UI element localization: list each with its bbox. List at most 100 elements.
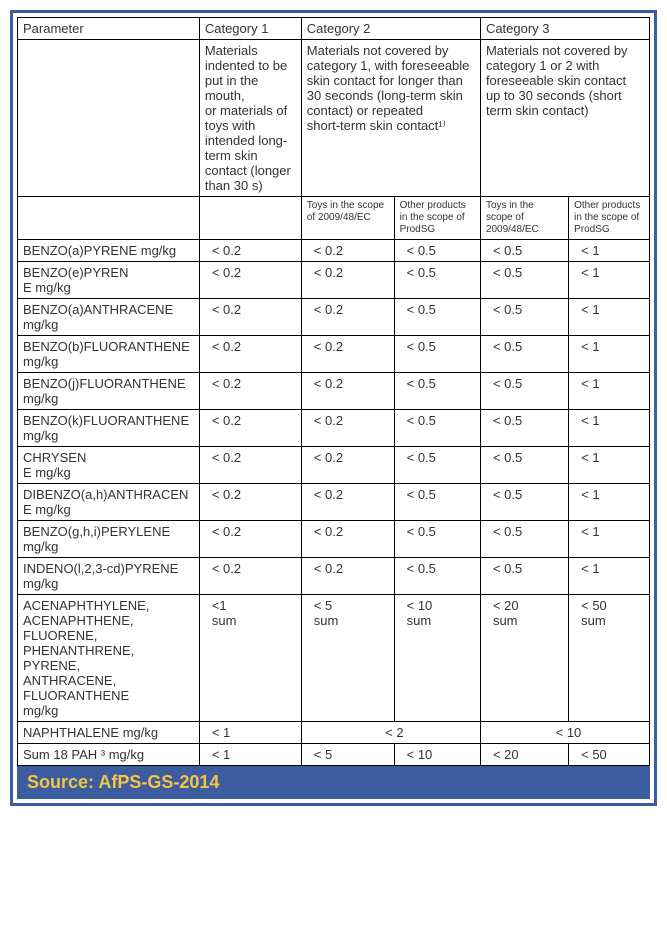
value-cell: < 1 (569, 336, 650, 373)
pah-limits-table: Parameter Category 1 Category 2 Category… (17, 17, 650, 766)
value-cell: < 1 (199, 744, 301, 766)
value-cell: < 0.2 (301, 521, 394, 558)
value-cell: < 0.2 (301, 410, 394, 447)
value-cell: < 0.2 (199, 336, 301, 373)
table-row: BENZO(a)PYRENE mg/kg< 0.2< 0.2< 0.5< 0.5… (18, 240, 650, 262)
col-parameter: Parameter (18, 18, 200, 40)
value-cell: < 0.5 (394, 484, 480, 521)
value-cell: < 0.2 (199, 262, 301, 299)
value-cell: < 1 (569, 240, 650, 262)
value-cell: < 0.2 (199, 299, 301, 336)
param-cell: BENZO(g,h,i)PERYLENE mg/kg (18, 521, 200, 558)
value-cell: < 0.2 (301, 240, 394, 262)
sub-cat2-other: Other products in the scope of ProdSG (394, 197, 480, 240)
value-cell: < 1 (569, 558, 650, 595)
table-row: BENZO(b)FLUORANTHENE mg/kg< 0.2< 0.2< 0.… (18, 336, 650, 373)
value-cell: < 0.2 (301, 447, 394, 484)
empty-cell (18, 197, 200, 240)
table-row-total: Sum 18 PAH ³ mg/kg< 1< 5< 10< 20< 50 (18, 744, 650, 766)
param-cell: BENZO(e)PYREN E mg/kg (18, 262, 200, 299)
table-row: BENZO(e)PYREN E mg/kg< 0.2< 0.2< 0.5< 0.… (18, 262, 650, 299)
value-cell: < 1 (569, 410, 650, 447)
value-cell: < 5 sum (301, 595, 394, 722)
value-cell: < 1 (199, 722, 301, 744)
value-cell: < 0.5 (480, 410, 568, 447)
param-cell: INDENO(l,2,3-cd)PYRENE mg/kg (18, 558, 200, 595)
value-cell: < 0.5 (394, 336, 480, 373)
table-row: BENZO(a)ANTHRACENE mg/kg< 0.2< 0.2< 0.5<… (18, 299, 650, 336)
value-cell: < 1 (569, 373, 650, 410)
value-cell: < 0.2 (199, 558, 301, 595)
cat3-desc: Materials not covered by category 1 or 2… (480, 40, 649, 197)
value-cell: < 0.5 (480, 262, 568, 299)
param-cell: BENZO(b)FLUORANTHENE mg/kg (18, 336, 200, 373)
param-cell: BENZO(j)FLUORANTHENE mg/kg (18, 373, 200, 410)
value-cell: < 0.5 (480, 484, 568, 521)
value-cell: < 0.2 (301, 373, 394, 410)
param-cell: DIBENZO(a,h)ANTHRACEN E mg/kg (18, 484, 200, 521)
value-cell: < 1 (569, 521, 650, 558)
value-cell: < 0.5 (480, 447, 568, 484)
value-cell: < 0.5 (480, 558, 568, 595)
value-cell: < 0.2 (199, 240, 301, 262)
table-row: INDENO(l,2,3-cd)PYRENE mg/kg< 0.2< 0.2< … (18, 558, 650, 595)
value-cell: < 1 (569, 484, 650, 521)
category-header-row: Parameter Category 1 Category 2 Category… (18, 18, 650, 40)
value-cell: < 0.2 (199, 410, 301, 447)
subheader-row: Toys in the scope of 2009/48/EC Other pr… (18, 197, 650, 240)
col-cat1: Category 1 (199, 18, 301, 40)
value-cell: < 50 (569, 744, 650, 766)
value-cell: < 0.2 (199, 447, 301, 484)
param-cell: BENZO(a)PYRENE mg/kg (18, 240, 200, 262)
empty-cell (199, 197, 301, 240)
category-desc-row: Materials indented to be put in the mout… (18, 40, 650, 197)
value-cell: < 0.2 (199, 373, 301, 410)
value-cell: < 0.5 (394, 299, 480, 336)
value-cell: < 0.2 (301, 558, 394, 595)
cat2-desc: Materials not covered by category 1, wit… (301, 40, 480, 197)
source-label: Source: AfPS-GS-2014 (17, 766, 650, 799)
table-row-naphthalene: NAPHTHALENE mg/kg< 1< 2< 10 (18, 722, 650, 744)
value-cell: < 50 sum (569, 595, 650, 722)
value-cell: < 0.2 (301, 336, 394, 373)
value-cell: < 0.5 (394, 262, 480, 299)
col-cat2: Category 2 (301, 18, 480, 40)
value-cell: < 10 (394, 744, 480, 766)
param-cell: ACENAPHTHYLENE, ACENAPHTHENE, FLUORENE, … (18, 595, 200, 722)
cat1-desc: Materials indented to be put in the mout… (199, 40, 301, 197)
param-cell: BENZO(a)ANTHRACENE mg/kg (18, 299, 200, 336)
value-cell: < 0.5 (394, 521, 480, 558)
value-cell: < 0.2 (199, 521, 301, 558)
empty-cell (18, 40, 200, 197)
document-frame: Parameter Category 1 Category 2 Category… (10, 10, 657, 806)
param-cell: BENZO(k)FLUORANTHENE mg/kg (18, 410, 200, 447)
value-cell: < 1 (569, 262, 650, 299)
value-cell: < 0.5 (480, 240, 568, 262)
value-cell: < 0.5 (394, 240, 480, 262)
value-cell: < 0.5 (394, 447, 480, 484)
sub-cat2-toys: Toys in the scope of 2009/48/EC (301, 197, 394, 240)
value-cell: < 2 (301, 722, 480, 744)
table-row-sum: ACENAPHTHYLENE, ACENAPHTHENE, FLUORENE, … (18, 595, 650, 722)
table-row: BENZO(g,h,i)PERYLENE mg/kg< 0.2< 0.2< 0.… (18, 521, 650, 558)
value-cell: <1 sum (199, 595, 301, 722)
value-cell: < 0.5 (394, 373, 480, 410)
value-cell: < 0.5 (394, 558, 480, 595)
value-cell: < 0.5 (480, 299, 568, 336)
value-cell: < 0.5 (480, 336, 568, 373)
value-cell: < 20 sum (480, 595, 568, 722)
value-cell: < 1 (569, 447, 650, 484)
col-cat3: Category 3 (480, 18, 649, 40)
value-cell: < 0.5 (394, 410, 480, 447)
table-row: BENZO(k)FLUORANTHENE mg/kg< 0.2< 0.2< 0.… (18, 410, 650, 447)
param-cell: NAPHTHALENE mg/kg (18, 722, 200, 744)
value-cell: < 10 (480, 722, 649, 744)
table-row: BENZO(j)FLUORANTHENE mg/kg< 0.2< 0.2< 0.… (18, 373, 650, 410)
sub-cat3-other: Other products in the scope of ProdSG (569, 197, 650, 240)
value-cell: < 20 (480, 744, 568, 766)
value-cell: < 0.2 (301, 299, 394, 336)
table-row: CHRYSEN E mg/kg< 0.2< 0.2< 0.5< 0.5< 1 (18, 447, 650, 484)
param-cell: CHRYSEN E mg/kg (18, 447, 200, 484)
value-cell: < 1 (569, 299, 650, 336)
value-cell: < 10 sum (394, 595, 480, 722)
